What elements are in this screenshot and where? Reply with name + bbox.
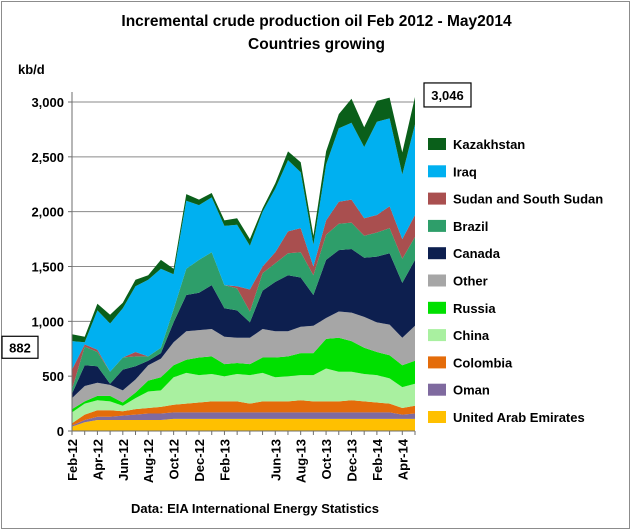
area-series-colombia [72,400,415,426]
y-tick-label: 1,500 [31,260,64,275]
legend-swatch-china [428,329,446,342]
legend-label-russia: Russia [453,301,496,316]
legend-label-colombia: Colombia [453,355,513,370]
area-series-canada [72,249,415,399]
x-tick-label: Feb-14 [370,438,385,481]
x-tick-label: Dec-12 [192,439,207,482]
legend-swatch-brazil [428,219,446,232]
legend-label-china: China [453,328,490,343]
area-series-oman [72,412,415,427]
chart-subtitle: Countries growing [248,36,385,53]
area-series-russia [72,337,415,413]
callout-end-value: 3,046 [431,88,464,103]
y-tick-label: 2,500 [31,150,64,165]
callout-start-value-box [1,335,39,359]
legend-swatch-kazakhstan [428,138,446,150]
legend-label-kazakhstan: Kazakhstan [453,137,525,152]
y-tick-label: 3,000 [31,95,64,110]
x-tick-label: Dec-13 [344,439,359,482]
legend-label-united-arab-emirates: United Arab Emirates [453,410,585,425]
legend-swatch-colombia [428,356,446,369]
area-series-china [72,368,415,424]
legend-label-canada: Canada [453,246,501,261]
area-series-united-arab-emirates [72,418,415,431]
legend-label-sudan-and-south-sudan: Sudan and South Sudan [453,192,603,207]
y-tick-label: 2,000 [31,205,64,220]
callout-end-value-box [423,82,472,108]
x-tick-label: Oct-13 [319,439,334,479]
x-tick-label: Feb-12 [65,439,80,481]
legend-label-iraq: Iraq [453,164,477,179]
x-tick-label: Apr-12 [90,439,105,480]
legend-label-brazil: Brazil [453,219,488,234]
legend-swatch-iraq [428,165,446,178]
y-tick-label: 0 [57,424,64,439]
y-tick-label: 1,000 [31,314,64,329]
callout-start-value: 882 [9,340,31,355]
chart-title: Incremental crude production oil Feb 201… [121,13,512,30]
area-series-iraq [72,118,415,372]
y-tick-label: 500 [42,369,64,384]
legend-label-oman: Oman [453,383,490,398]
legend-label-other: Other [453,274,488,289]
x-tick-label: Jun-12 [116,439,131,481]
x-tick-label: Aug-13 [294,439,309,483]
area-series-other [72,311,415,410]
y-axis-unit-label: kb/d [18,62,45,77]
area-series-kazakhstan [72,97,415,343]
legend-swatch-other [428,274,446,287]
data-source-note: Data: EIA International Energy Statistic… [130,501,380,516]
legend-swatch-oman [428,383,446,396]
legend-swatch-united-arab-emirates [428,411,446,423]
area-series-sudan-and-south-sudan [72,199,415,390]
x-tick-label: Apr-14 [395,438,410,480]
x-tick-label: Aug-12 [141,439,156,483]
area-series-brazil [72,222,415,394]
x-tick-label: Oct-12 [167,439,182,479]
legend-swatch-canada [428,247,446,260]
legend-swatch-sudan-and-south-sudan [428,192,446,205]
x-tick-label: Feb-13 [217,439,232,481]
legend-swatch-russia [428,301,446,314]
x-tick-label: Jun-13 [268,439,283,481]
